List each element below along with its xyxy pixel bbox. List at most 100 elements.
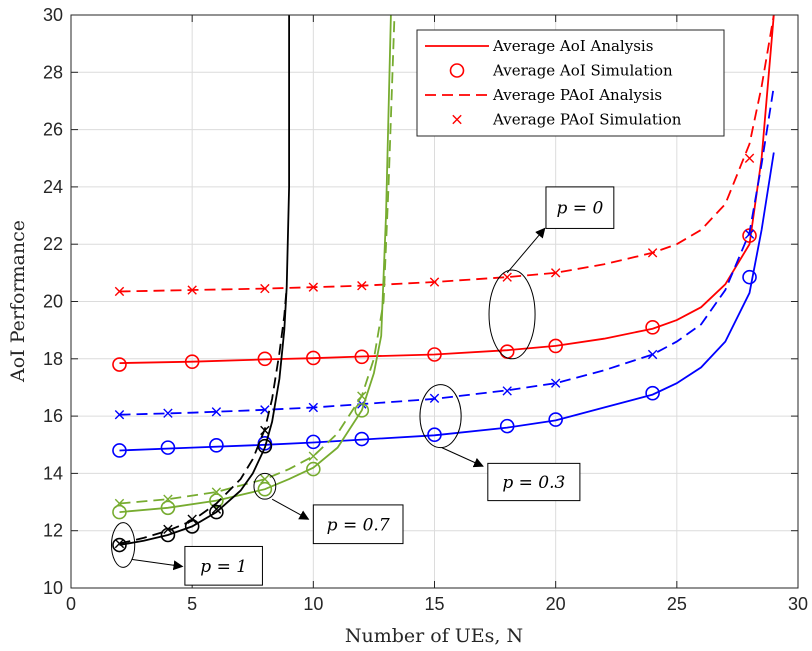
data-point-x-stroke	[260, 425, 270, 436]
axis-ticks: 0 5 10 15 20 25 30 10 12 14 16 18 20 22 24 26 28 30	[43, 5, 808, 614]
annotation-ellipse	[110, 522, 136, 568]
data-point-x	[550, 378, 561, 388]
data-point-x-stroke	[357, 281, 367, 291]
data-point-circle	[354, 349, 370, 365]
data-point-x-stroke	[260, 474, 270, 484]
series-p0-paoi-analysis	[119, 15, 775, 293]
y-tick-label: 24	[43, 177, 63, 197]
data-point-x	[260, 474, 270, 484]
data-point-circle	[645, 319, 660, 335]
series-p1-paoi-analysis	[119, 287, 288, 545]
data-point-x	[260, 283, 270, 294]
y-tick-label: 10	[43, 578, 63, 598]
data-point-x-stroke	[550, 378, 561, 388]
legend-item: Average AoI Simulation	[449, 62, 673, 80]
data-point-x-stroke	[114, 538, 125, 549]
annotation-arrow	[271, 498, 310, 520]
data-point-x-stroke	[260, 283, 270, 294]
data-point-circle	[184, 354, 200, 369]
data-point-x	[550, 268, 561, 278]
data-point-circle	[112, 443, 127, 458]
series-line	[119, 287, 288, 545]
data-point-x	[308, 451, 319, 461]
legend-label: Average PAoI Simulation	[492, 111, 682, 129]
legend-label: Average AoI Analysis	[492, 37, 653, 55]
data-point-x-stroke	[114, 498, 125, 509]
annotation-arrow	[131, 558, 184, 571]
x-axis-title: Number of UEs, N	[345, 625, 523, 647]
data-point-x	[260, 425, 270, 436]
data-point-x-stroke	[502, 386, 512, 396]
x-tick-label: 30	[788, 594, 808, 614]
y-tick-label: 16	[43, 406, 63, 426]
data-point-circle	[209, 438, 224, 453]
data-point-x	[163, 408, 173, 418]
data-point-circle	[548, 338, 563, 354]
annotation-ellipse	[419, 384, 462, 449]
data-point-x-stroke	[163, 494, 173, 504]
data-point-x	[744, 229, 755, 239]
annotation-arrow	[441, 447, 484, 468]
annotation-box	[312, 504, 404, 545]
annotation-ellipse	[253, 472, 277, 500]
y-tick-label: 14	[43, 463, 63, 483]
y-tick-label: 12	[43, 521, 63, 541]
data-point-x-stroke	[744, 229, 755, 239]
legend-item: Average AoI Analysis	[425, 37, 653, 55]
data-point-x-stroke	[502, 272, 512, 282]
data-point-x	[211, 504, 222, 514]
series-layer	[112, 15, 775, 553]
data-point-circle	[427, 427, 442, 443]
data-point-x-stroke	[429, 393, 440, 404]
annotation-p07: p = 0.7	[253, 472, 404, 545]
data-point-x-stroke	[163, 408, 173, 418]
annotation-label: p = 0.7	[327, 515, 390, 535]
data-point-circle	[742, 269, 757, 285]
data-point-x-stroke	[211, 487, 222, 497]
data-point-x	[187, 514, 197, 524]
y-tick-label: 28	[43, 62, 63, 82]
data-point-x	[260, 405, 270, 415]
data-point-x-stroke	[308, 402, 319, 413]
data-point-x	[308, 282, 319, 292]
data-point-x-stroke	[429, 277, 440, 287]
data-point-circle	[499, 418, 515, 434]
data-point-x	[114, 286, 125, 297]
data-point-x	[211, 407, 222, 417]
x-tick-label: 20	[546, 594, 566, 614]
series-p07-aoi-simulation	[112, 403, 370, 520]
legend-box	[416, 29, 725, 137]
data-point-x-stroke	[211, 504, 222, 514]
y-tick-label: 18	[43, 349, 63, 369]
series-p0-paoi-simulation	[114, 153, 755, 297]
series-p1-paoi-simulation	[114, 425, 270, 549]
data-point-x	[502, 386, 512, 396]
data-point-x	[187, 285, 197, 295]
data-point-x-stroke	[647, 248, 658, 258]
series-line	[119, 15, 775, 293]
data-point-circle	[354, 431, 370, 447]
x-tick-label: 10	[303, 594, 323, 614]
data-point-circle	[160, 500, 176, 516]
data-point-x	[114, 409, 125, 420]
legend: Average AoI Analysis Average AoI Simulati…	[416, 29, 725, 137]
data-point-x-stroke	[744, 153, 755, 163]
legend-item: Average PAoI Simulation	[452, 111, 682, 129]
series-line	[119, 15, 396, 505]
data-point-x-stroke	[211, 407, 222, 417]
annotation-box	[184, 545, 263, 586]
data-point-x	[744, 153, 755, 163]
y-tick-label: 30	[43, 5, 63, 25]
series-p03-paoi-simulation	[114, 229, 755, 420]
data-point-x	[357, 281, 367, 291]
data-point-x	[357, 391, 367, 401]
annotation-label: p = 1	[200, 557, 247, 577]
data-point-circle	[354, 403, 370, 418]
data-point-x-stroke	[308, 282, 319, 292]
data-point-circle	[112, 504, 127, 520]
data-point-circle	[427, 347, 442, 362]
annotation-box	[487, 462, 581, 502]
data-point-circle	[209, 504, 224, 520]
annotation-p1: p = 1	[110, 522, 263, 586]
